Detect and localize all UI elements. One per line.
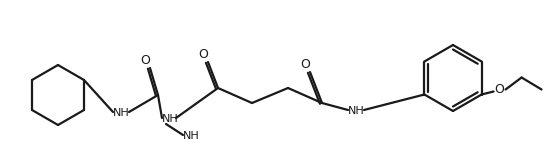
Text: O: O	[198, 47, 208, 60]
Text: O: O	[494, 83, 505, 96]
Text: NH: NH	[162, 114, 179, 124]
Text: O: O	[140, 53, 150, 66]
Text: NH: NH	[183, 131, 199, 141]
Text: NH: NH	[348, 106, 365, 116]
Text: NH: NH	[113, 108, 129, 118]
Text: O: O	[300, 57, 310, 70]
